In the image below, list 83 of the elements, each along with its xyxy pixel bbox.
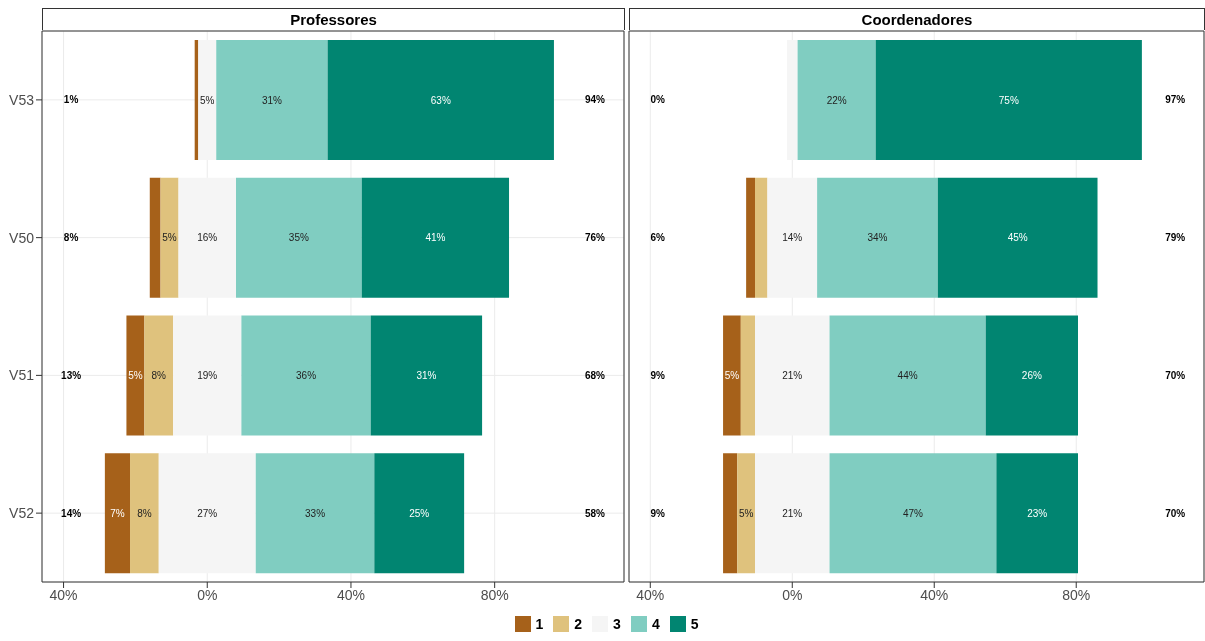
y-tick-label: V52 bbox=[9, 505, 35, 522]
annotation: 94% bbox=[584, 94, 606, 106]
data-label: 5% bbox=[162, 232, 177, 244]
bar bbox=[374, 453, 465, 574]
x-tick-label: 40% bbox=[49, 586, 78, 603]
legend-label: 2 bbox=[574, 616, 583, 632]
data-label: 35% bbox=[288, 232, 309, 244]
x-tick-label: 0% bbox=[782, 586, 803, 603]
annotation: 13% bbox=[61, 369, 82, 381]
bar bbox=[746, 177, 755, 298]
data-label: 5% bbox=[200, 94, 215, 106]
chart-title: Professores bbox=[42, 8, 625, 30]
data-label: 16% bbox=[197, 232, 218, 244]
bar bbox=[737, 453, 755, 574]
bar bbox=[104, 453, 131, 574]
data-label: 45% bbox=[1007, 232, 1028, 244]
bar bbox=[740, 315, 755, 436]
bar bbox=[985, 315, 1078, 436]
data-label: 26% bbox=[1021, 370, 1042, 381]
annotation: 1% bbox=[63, 94, 79, 106]
annotation: 79% bbox=[1165, 232, 1186, 244]
data-label: 7% bbox=[110, 507, 125, 519]
bar bbox=[723, 315, 741, 436]
data-label: 44% bbox=[897, 370, 918, 381]
annotation: 58% bbox=[584, 507, 606, 519]
annotation: 68% bbox=[584, 369, 606, 381]
annotation: 9% bbox=[650, 507, 666, 519]
data-label: 34% bbox=[867, 232, 888, 244]
x-tick-label: 40% bbox=[636, 586, 665, 603]
x-tick-label: 40% bbox=[336, 586, 365, 603]
annotation: 76% bbox=[584, 232, 606, 244]
data-label: 22% bbox=[826, 94, 847, 106]
data-label: 31% bbox=[416, 370, 437, 381]
legend-label: 1 bbox=[535, 616, 544, 632]
legend-label: 3 bbox=[613, 616, 621, 632]
chart-title: Coordenadores bbox=[629, 8, 1205, 30]
bar bbox=[875, 40, 1142, 160]
data-label: 14% bbox=[782, 232, 803, 244]
annotation: 0% bbox=[650, 94, 666, 106]
bar bbox=[361, 177, 510, 298]
data-label: 19% bbox=[197, 370, 218, 381]
y-tick-label: V51 bbox=[9, 367, 35, 384]
annotation: 8% bbox=[63, 232, 79, 244]
annotation: 6% bbox=[650, 232, 666, 244]
legend-label: 4 bbox=[651, 616, 660, 632]
data-label: 5% bbox=[738, 507, 754, 519]
data-label: 23% bbox=[1027, 507, 1048, 519]
data-label: 33% bbox=[305, 507, 326, 519]
annotation: 97% bbox=[1165, 94, 1186, 106]
data-label: 5% bbox=[724, 370, 740, 381]
annotation: 9% bbox=[650, 369, 666, 381]
data-label: 8% bbox=[137, 507, 152, 519]
legend-label: 5 bbox=[690, 616, 699, 632]
data-label: 21% bbox=[782, 507, 803, 519]
bar bbox=[130, 453, 159, 574]
data-label: 31% bbox=[261, 94, 283, 106]
annotation: 70% bbox=[1165, 369, 1186, 381]
data-label: 21% bbox=[782, 370, 803, 381]
x-tick-label: 80% bbox=[480, 586, 509, 603]
bar bbox=[996, 453, 1078, 574]
data-label: 75% bbox=[998, 94, 1019, 106]
data-label: 36% bbox=[296, 370, 317, 381]
data-label: 47% bbox=[902, 507, 924, 519]
data-label: 25% bbox=[409, 507, 430, 519]
bar bbox=[149, 177, 161, 298]
data-label: 27% bbox=[197, 507, 218, 519]
x-tick-label: 40% bbox=[920, 586, 949, 603]
annotation: 14% bbox=[61, 507, 82, 519]
bar bbox=[370, 315, 483, 436]
data-label: 8% bbox=[151, 370, 167, 381]
annotation: 70% bbox=[1165, 507, 1186, 519]
bar bbox=[723, 453, 738, 574]
x-tick-label: 0% bbox=[197, 586, 218, 603]
bar bbox=[755, 177, 768, 298]
data-label: 63% bbox=[430, 94, 451, 106]
y-tick-label: V50 bbox=[9, 229, 35, 246]
y-tick-label: V53 bbox=[9, 91, 35, 108]
bar bbox=[126, 315, 145, 436]
x-tick-label: 80% bbox=[1062, 586, 1091, 603]
bar bbox=[937, 177, 1098, 298]
data-label: 5% bbox=[128, 370, 143, 381]
bar bbox=[327, 40, 554, 160]
data-label: 41% bbox=[425, 232, 446, 244]
